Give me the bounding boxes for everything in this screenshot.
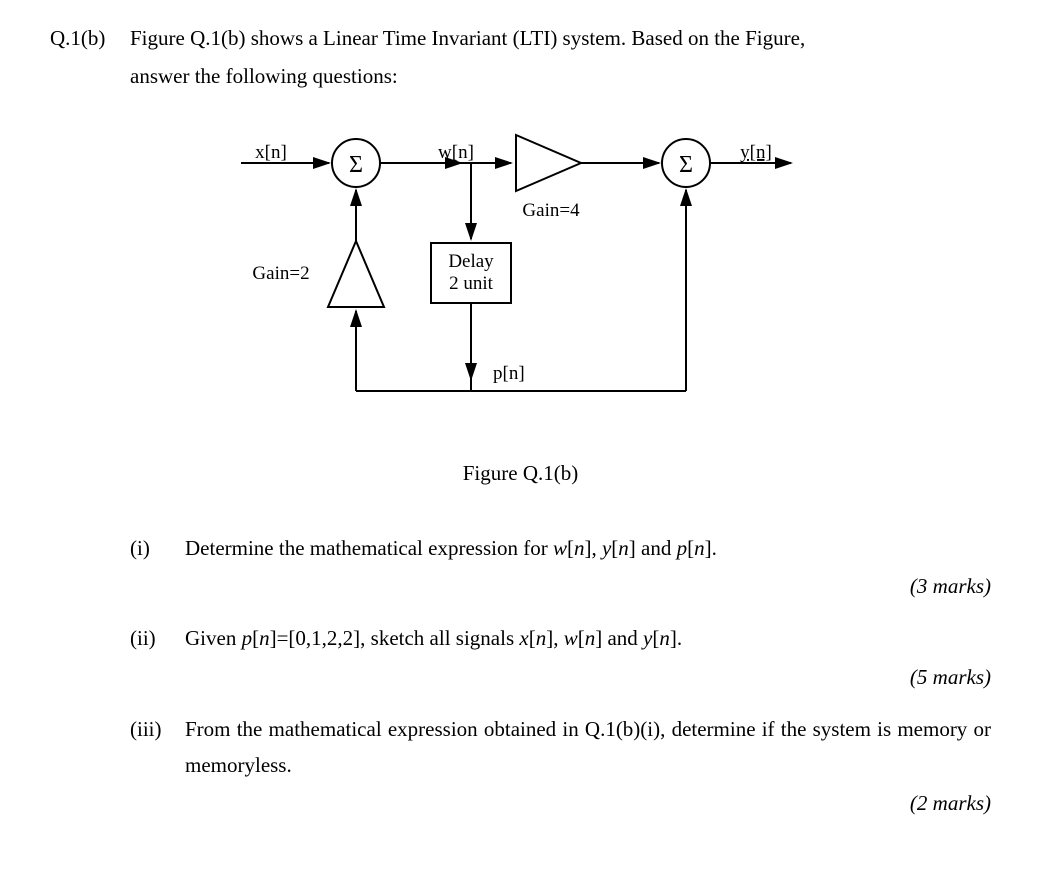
roman-ii: (ii) xyxy=(130,621,185,657)
roman-i: (i) xyxy=(130,531,185,567)
marks-iii: (2 marks) xyxy=(50,791,991,816)
label-wn: w[n] xyxy=(438,142,474,163)
page: Q.1(b) Figure Q.1(b) shows a Linear Time… xyxy=(0,0,1041,878)
delay-text-2: 2 unit xyxy=(449,273,494,294)
roman-iii: (iii) xyxy=(130,712,185,783)
subquestion-iii: (iii) From the mathematical expression o… xyxy=(130,712,991,783)
block-diagram: x[n] Σ w[n] Gain=4 Σ y[n] xyxy=(50,121,991,451)
subq-ii-text: Given p[n]=[0,1,2,2], sketch all signals… xyxy=(185,621,991,657)
question-text-line2: answer the following questions: xyxy=(130,64,398,88)
delay-text-1: Delay xyxy=(448,251,494,272)
subq-i-text: Determine the mathematical expression fo… xyxy=(185,531,991,567)
gain-forward-label: Gain=4 xyxy=(522,200,580,221)
sum-symbol-2: Σ xyxy=(679,152,693,178)
subquestion-ii: (ii) Given p[n]=[0,1,2,2], sketch all si… xyxy=(130,621,991,657)
marks-i: (3 marks) xyxy=(50,574,991,599)
gain-forward-icon xyxy=(516,135,581,191)
gain-feedback-icon xyxy=(328,241,384,307)
diagram-svg: x[n] Σ w[n] Gain=4 Σ y[n] xyxy=(211,121,831,451)
question-header: Q.1(b) Figure Q.1(b) shows a Linear Time… xyxy=(50,20,991,96)
figure-caption: Figure Q.1(b) xyxy=(50,461,991,486)
label-yn: y[n] xyxy=(740,142,772,163)
question-text: Figure Q.1(b) shows a Linear Time Invari… xyxy=(130,20,991,96)
question-text-line1: Figure Q.1(b) shows a Linear Time Invari… xyxy=(130,26,805,50)
subquestion-i: (i) Determine the mathematical expressio… xyxy=(130,531,991,567)
sum-symbol-1: Σ xyxy=(349,152,363,178)
label-pn: p[n] xyxy=(493,363,525,384)
gain-feedback-label: Gain=2 xyxy=(252,263,309,284)
label-xn: x[n] xyxy=(255,142,287,163)
question-label: Q.1(b) xyxy=(50,20,130,58)
marks-ii: (5 marks) xyxy=(50,665,991,690)
subq-iii-text: From the mathematical expression obtaine… xyxy=(185,712,991,783)
